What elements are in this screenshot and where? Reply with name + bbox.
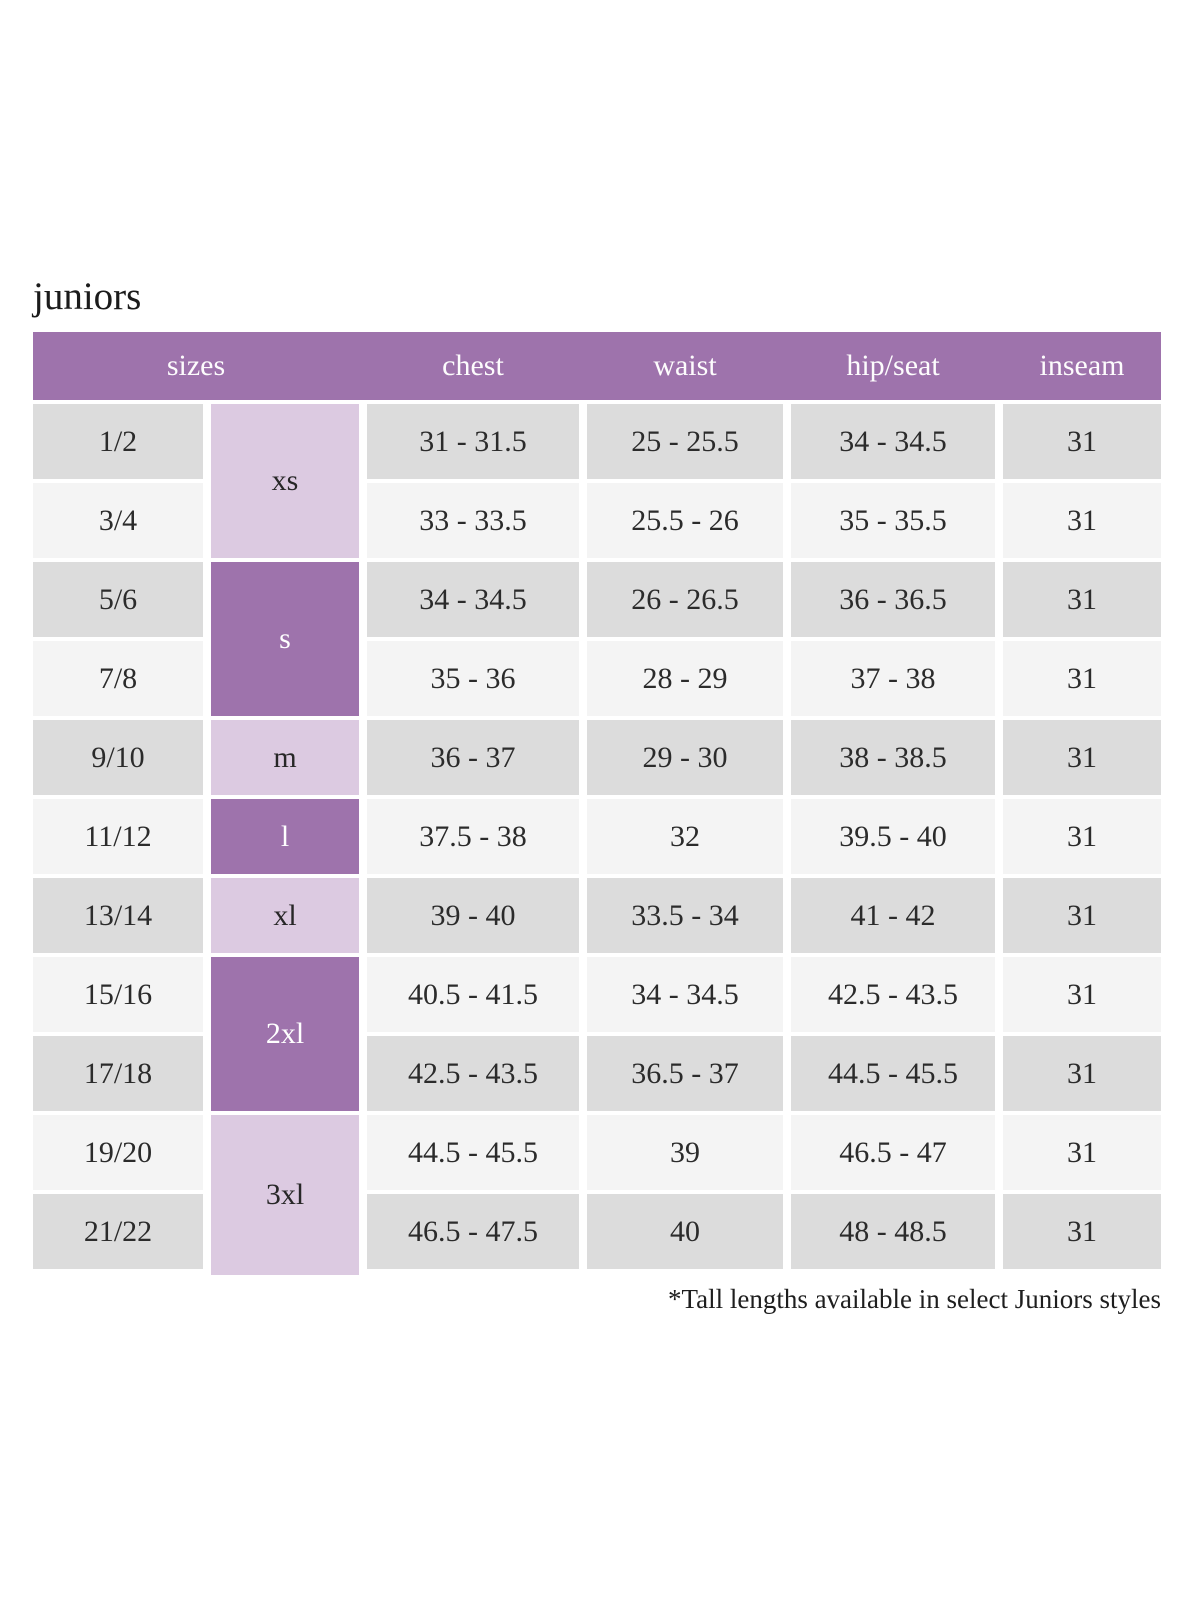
waist-cell: 32: [587, 799, 783, 874]
size-row-label: 7/8: [33, 641, 203, 716]
inseam-cell: 31: [1003, 404, 1161, 479]
size-group-cell-3xl: 3xl: [211, 1115, 359, 1275]
size-row-label: 17/18: [33, 1036, 203, 1111]
inseam-cell: 31: [1003, 957, 1161, 1032]
chest-cell: 40.5 - 41.5: [367, 957, 579, 1032]
hip-seat-cell: 48 - 48.5: [791, 1194, 995, 1269]
size-row-label: 11/12: [33, 799, 203, 874]
hip-seat-cell: 42.5 - 43.5: [791, 957, 995, 1032]
column-header-hip-seat: hip/seat: [846, 349, 940, 382]
waist-cell: 39: [587, 1115, 783, 1190]
hip-seat-cell: 38 - 38.5: [791, 720, 995, 795]
waist-cell: 40: [587, 1194, 783, 1269]
inseam-cell: 31: [1003, 641, 1161, 716]
hip-seat-cell: 44.5 - 45.5: [791, 1036, 995, 1111]
chest-cell: 34 - 34.5: [367, 562, 579, 637]
size-group-cell-l: l: [211, 799, 359, 874]
chest-cell: 39 - 40: [367, 878, 579, 953]
waist-cell: 33.5 - 34: [587, 878, 783, 953]
size-row-label: 3/4: [33, 483, 203, 558]
page-title: juniors: [33, 275, 142, 318]
chest-cell: 36 - 37: [367, 720, 579, 795]
waist-cell: 25 - 25.5: [587, 404, 783, 479]
hip-seat-cell: 35 - 35.5: [791, 483, 995, 558]
table-header-row: sizes chest waist hip/seat inseam: [33, 332, 1161, 400]
waist-cell: 29 - 30: [587, 720, 783, 795]
chest-cell: 37.5 - 38: [367, 799, 579, 874]
size-row-label: 21/22: [33, 1194, 203, 1269]
inseam-cell: 31: [1003, 720, 1161, 795]
column-header-sizes: sizes: [166, 349, 226, 382]
hip-seat-cell: 36 - 36.5: [791, 562, 995, 637]
size-group-cell-m: m: [211, 720, 359, 795]
chest-cell: 44.5 - 45.5: [367, 1115, 579, 1190]
size-row-label: 19/20: [33, 1115, 203, 1190]
size-row-label: 1/2: [33, 404, 203, 479]
size-group-cell-xl: xl: [211, 878, 359, 953]
size-table-body: xs s m l xl 2xl 3xl 1/2 31 - 31.5 25 - 2…: [33, 404, 1161, 1275]
column-header-inseam: inseam: [1039, 349, 1125, 382]
waist-cell: 25.5 - 26: [587, 483, 783, 558]
chest-cell: 33 - 33.5: [367, 483, 579, 558]
chest-cell: 46.5 - 47.5: [367, 1194, 579, 1269]
size-group-cell-xs: xs: [211, 404, 359, 558]
inseam-cell: 31: [1003, 1036, 1161, 1111]
hip-seat-cell: 34 - 34.5: [791, 404, 995, 479]
waist-cell: 36.5 - 37: [587, 1036, 783, 1111]
size-group-cell-s: s: [211, 562, 359, 716]
hip-seat-cell: 46.5 - 47: [791, 1115, 995, 1190]
inseam-cell: 31: [1003, 799, 1161, 874]
hip-seat-cell: 41 - 42: [791, 878, 995, 953]
inseam-cell: 31: [1003, 878, 1161, 953]
size-row-label: 13/14: [33, 878, 203, 953]
size-row-label: 5/6: [33, 562, 203, 637]
waist-cell: 34 - 34.5: [587, 957, 783, 1032]
waist-cell: 28 - 29: [587, 641, 783, 716]
column-header-waist: waist: [653, 349, 717, 382]
inseam-cell: 31: [1003, 1115, 1161, 1190]
hip-seat-cell: 39.5 - 40: [791, 799, 995, 874]
waist-cell: 26 - 26.5: [587, 562, 783, 637]
inseam-cell: 31: [1003, 483, 1161, 558]
inseam-cell: 31: [1003, 562, 1161, 637]
chest-cell: 35 - 36: [367, 641, 579, 716]
size-row-label: 15/16: [33, 957, 203, 1032]
chest-cell: 42.5 - 43.5: [367, 1036, 579, 1111]
inseam-cell: 31: [1003, 1194, 1161, 1269]
column-header-chest: chest: [442, 349, 504, 382]
chest-cell: 31 - 31.5: [367, 404, 579, 479]
size-row-label: 9/10: [33, 720, 203, 795]
hip-seat-cell: 37 - 38: [791, 641, 995, 716]
tall-lengths-footnote: *Tall lengths available in select Junior…: [667, 1284, 1161, 1314]
size-group-cell-2xl: 2xl: [211, 957, 359, 1111]
